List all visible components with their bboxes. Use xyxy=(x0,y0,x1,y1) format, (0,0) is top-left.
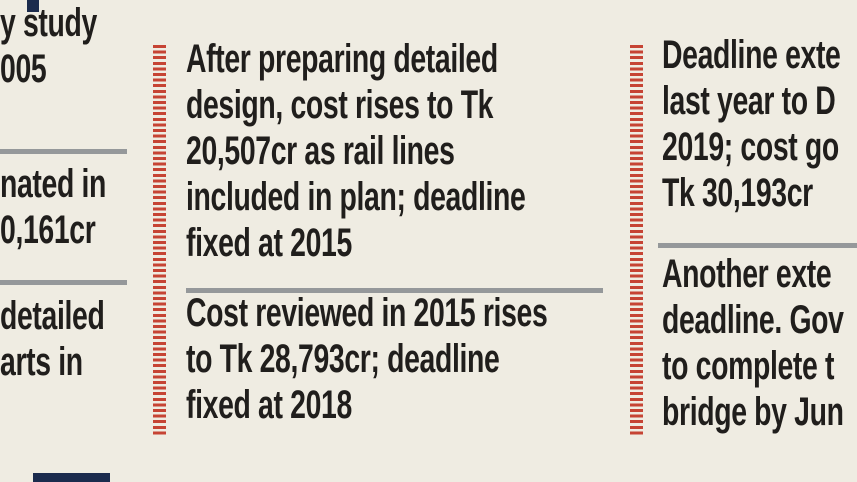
text-line: to complete t xyxy=(662,344,835,388)
timeline-marker-fragment-top xyxy=(27,0,39,12)
text-line: Deadline exte xyxy=(662,33,841,77)
text-line: last year to D xyxy=(662,79,836,123)
text-line: deadline. Gov xyxy=(662,298,844,342)
separator-line xyxy=(0,280,127,285)
text-line: design, cost rises to Tk xyxy=(186,83,494,127)
text-line: Another exte xyxy=(662,252,832,296)
separator-line xyxy=(658,243,857,248)
text-line: y study xyxy=(0,1,97,45)
timeline-entry-feasibility: y study 005 xyxy=(0,0,97,92)
text-line: detailed xyxy=(0,294,105,338)
timeline-marker-fragment-bottom xyxy=(33,473,110,482)
timeline-entry-another-extension: Another exte deadline. Gov to complete t br… xyxy=(662,251,844,435)
text-line: arts in xyxy=(0,340,83,384)
text-line: nated in xyxy=(0,162,107,206)
timeline-entry-cost-rise-2015-deadline: After preparing detailed design, cost ris… xyxy=(186,36,526,266)
dashed-timeline-divider xyxy=(630,45,643,437)
text-line: 005 xyxy=(0,47,47,91)
separator-line xyxy=(186,288,603,293)
timeline-entry-design-start: detailed arts in xyxy=(0,293,105,385)
text-line: fixed at 2018 xyxy=(186,383,352,427)
dashed-timeline-divider xyxy=(153,45,166,437)
text-line: Cost reviewed in 2015 rises xyxy=(186,291,548,335)
text-line: bridge by Jun xyxy=(662,390,844,434)
text-line: 0,161cr xyxy=(0,208,96,252)
text-line: included in plan; deadline xyxy=(186,175,526,219)
text-line: 2019; cost go xyxy=(662,125,839,169)
text-line: 20,507cr as rail lines xyxy=(186,129,455,173)
timeline-entry-estimate: nated in 0,161cr xyxy=(0,161,106,253)
text-line: After preparing detailed xyxy=(186,37,498,81)
text-line: Tk 30,193cr xyxy=(662,171,813,215)
separator-line xyxy=(0,149,127,154)
timeline-entry-cost-review-2015: Cost reviewed in 2015 rises to Tk 28,793c… xyxy=(186,290,548,428)
timeline-entry-deadline-extension-2019: Deadline exte last year to D 2019; cost go… xyxy=(662,32,841,216)
text-line: to Tk 28,793cr; deadline xyxy=(186,337,500,381)
text-line: fixed at 2015 xyxy=(186,221,352,265)
